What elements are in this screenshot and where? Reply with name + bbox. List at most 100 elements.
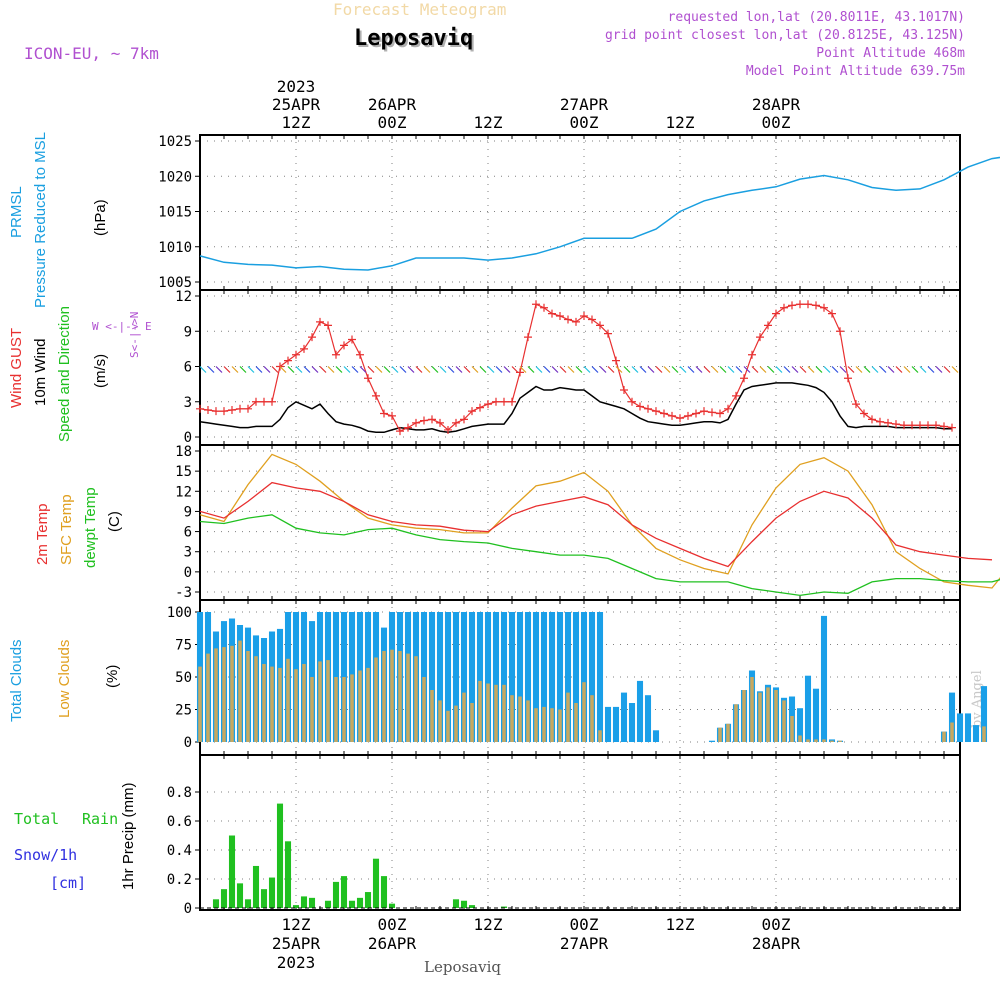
wind-gust-marker — [404, 423, 412, 432]
wind-gust-marker — [780, 303, 788, 312]
point-altitude: Point Altitude 468m — [816, 46, 965, 61]
wind-direction-arrow — [751, 366, 759, 373]
wind-gust-marker — [676, 414, 684, 423]
wind-gust-marker — [764, 321, 772, 330]
wind-gust-marker — [284, 356, 292, 365]
total-cloud-bar — [980, 686, 988, 742]
wind-gust-marker — [724, 404, 732, 413]
total-cloud-bar — [580, 612, 588, 742]
low-cloud-bar — [526, 700, 530, 742]
wind-gust-marker — [700, 407, 708, 416]
wind-direction-arrow — [399, 366, 407, 373]
wind-direction-arrow — [479, 366, 487, 373]
wind-direction-arrow — [719, 366, 727, 373]
wind-direction-arrow — [631, 366, 639, 373]
wind-direction-arrow — [919, 366, 927, 373]
wind-direction-arrow — [431, 366, 439, 373]
low-cloud-bar — [574, 703, 578, 742]
low-cloud-bar — [422, 677, 426, 742]
wind-gust-marker — [668, 411, 676, 420]
total-cloud-bar — [444, 612, 452, 742]
total-cloud-bar — [548, 612, 556, 742]
wind-gust-marker — [372, 391, 380, 400]
total-cloud-bar — [964, 713, 972, 742]
model-altitude: Model Point Altitude 639.75m — [745, 64, 965, 79]
wind-direction-arrow — [943, 366, 951, 373]
bottom-hour-label: 00Z — [378, 915, 407, 934]
wind-direction-arrow — [623, 366, 631, 373]
precip-bar — [340, 876, 348, 908]
wind-gust-marker — [852, 400, 860, 409]
wind-gust-marker — [820, 303, 828, 312]
total-cloud-bar — [812, 688, 820, 742]
ytick-label: 18 — [175, 444, 192, 460]
total-cloud-bar — [604, 706, 612, 742]
wind-direction-arrow — [855, 366, 863, 373]
wind-direction-arrow — [871, 366, 879, 373]
ytick-label: 1020 — [158, 169, 192, 185]
wind-direction-arrow — [423, 366, 431, 373]
wind-gust-marker — [652, 407, 660, 416]
wind-direction-arrow — [247, 366, 255, 373]
grid-point-coords: grid point closest lon,lat (20.8125E, 43… — [604, 28, 965, 43]
precip-bar — [252, 865, 260, 908]
wind-direction-arrow — [543, 366, 551, 373]
wind-direction-arrow — [575, 366, 583, 373]
ytick-label: 0.6 — [167, 814, 192, 830]
wind-gust-marker — [356, 350, 364, 359]
low-cloud-bar — [222, 647, 226, 742]
total-cloud-bar — [484, 612, 492, 742]
wind-gust-marker — [596, 321, 604, 330]
wind-direction-arrow — [583, 366, 591, 373]
low-cloud-bar — [550, 708, 554, 742]
wind-direction-arrow — [591, 366, 599, 373]
low-cloud-bar — [206, 653, 210, 742]
precip-bar — [348, 900, 356, 908]
dewpt-temp-line — [199, 514, 1000, 597]
precip-bar — [500, 906, 508, 908]
wind-direction-arrow — [391, 366, 399, 373]
wind-gust-marker — [748, 350, 756, 359]
low-cloud-bar — [558, 709, 562, 742]
wind-direction-arrow — [535, 366, 543, 373]
precip-bar — [332, 881, 340, 908]
wind-direction-arrow — [375, 366, 383, 373]
top-hour-label: 12Z — [666, 113, 695, 132]
wind-direction-arrow — [559, 366, 567, 373]
bottom-hour-label: 12Z — [282, 915, 311, 934]
wind-direction-arrow — [927, 366, 935, 373]
low-cloud-bar — [246, 651, 250, 742]
ytick-label: 1015 — [158, 205, 192, 221]
precip-bar — [356, 897, 364, 908]
wind-gust-marker — [300, 344, 308, 353]
precip-bar — [468, 905, 476, 908]
low-cloud-bar — [438, 700, 442, 742]
precip-bar — [260, 889, 268, 908]
wind-gust-marker — [236, 404, 244, 413]
total-cloud-bar — [644, 695, 652, 742]
ytick-label: 1005 — [158, 275, 192, 291]
low-cloud-bar — [454, 705, 458, 742]
ytick-label: 0 — [184, 735, 192, 751]
low-cloud-bar — [758, 692, 762, 742]
total-cloud-bar — [524, 612, 532, 742]
wind-direction-arrow — [847, 366, 855, 373]
low-cloud-bar — [798, 735, 802, 742]
wind-gust-marker — [772, 309, 780, 318]
low-cloud-bar — [310, 677, 314, 742]
wind-gust-marker — [644, 404, 652, 413]
low-cloud-bar — [350, 674, 354, 742]
low-cloud-bar — [766, 687, 770, 742]
low-cloud-bar — [950, 722, 954, 742]
low-cloud-bar — [982, 726, 986, 742]
wind-direction-arrow — [215, 366, 223, 373]
low-cloud-bar — [790, 716, 794, 742]
top-hour-label: 12Z — [474, 113, 503, 132]
wind-gust-marker — [308, 333, 316, 342]
ytick-label: 1010 — [158, 240, 192, 256]
ytick-label: 75 — [175, 638, 192, 654]
wind-gust-marker — [220, 407, 228, 416]
precip-bar — [244, 899, 252, 908]
wind-gust-marker — [444, 425, 452, 434]
wind-direction-arrow — [759, 366, 767, 373]
